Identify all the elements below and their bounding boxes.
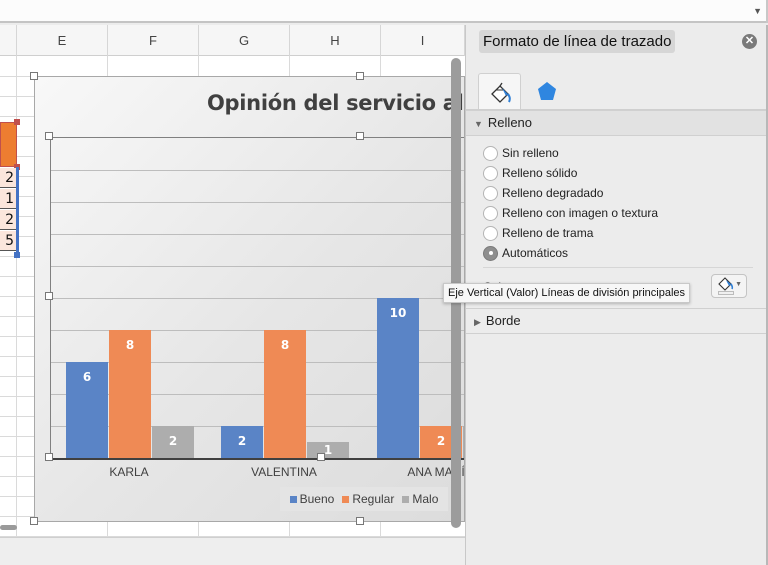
selection-handle[interactable]	[14, 119, 20, 125]
plot-resize-handle[interactable]	[45, 453, 53, 461]
collapsed-triangle-icon: ▶	[474, 316, 481, 327]
window-edge	[766, 25, 768, 565]
pane-title: Formato de línea de trazado	[479, 30, 676, 53]
header-cell-selected[interactable]	[0, 122, 17, 167]
chart[interactable]: Opinión del servicio al cli 6 8 2 2 8 1 …	[34, 76, 465, 522]
column-header-h[interactable]: H	[290, 25, 381, 56]
major-gridline[interactable]	[51, 362, 464, 363]
radio-relleno-solido[interactable]: Relleno sólido	[483, 163, 577, 183]
radio-icon[interactable]	[483, 205, 498, 221]
color-swatch	[718, 291, 734, 295]
radio-icon[interactable]	[483, 145, 498, 161]
plot-resize-handle[interactable]	[45, 132, 53, 140]
column-header-g[interactable]: G	[199, 25, 290, 56]
tab-fill-line[interactable]	[478, 73, 521, 110]
divider	[466, 109, 768, 110]
paint-bucket-icon	[491, 82, 511, 103]
bar-karla-regular[interactable]: 8	[109, 330, 151, 458]
major-gridline[interactable]	[51, 234, 464, 235]
chart-resize-handle[interactable]	[356, 517, 364, 525]
tab-effects[interactable]	[526, 73, 569, 110]
bar-karla-bueno[interactable]: 6	[66, 362, 108, 458]
category-label: VALENTINA	[251, 465, 317, 479]
dropdown-arrow-icon[interactable]: ▼	[735, 281, 742, 288]
radio-relleno-imagen-textura[interactable]: Relleno con imagen o textura	[483, 203, 658, 223]
plot-resize-handle[interactable]	[356, 132, 364, 140]
radio-relleno-trama[interactable]: Relleno de trama	[483, 223, 593, 243]
status-strip	[0, 537, 465, 565]
close-icon[interactable]: ✕	[742, 34, 757, 49]
column-header-e[interactable]: E	[17, 25, 108, 56]
formula-bar[interactable]: ▼	[0, 0, 768, 23]
data-cell[interactable]: 2	[0, 168, 17, 188]
column-header-f[interactable]: F	[108, 25, 199, 56]
dropdown-arrow-icon[interactable]: ▼	[753, 6, 762, 16]
divider	[766, 0, 768, 23]
section-header-borde[interactable]: ▶ Borde	[466, 308, 768, 334]
legend-swatch-icon	[342, 496, 350, 504]
radio-sin-relleno[interactable]: Sin relleno	[483, 143, 559, 163]
radio-relleno-degradado[interactable]: Relleno degradado	[483, 183, 603, 203]
selection-handle[interactable]	[14, 252, 20, 258]
column-header-D[interactable]	[0, 25, 17, 56]
legend-swatch-icon	[402, 496, 410, 504]
legend-item-regular: Regular	[342, 492, 394, 506]
bar-karla-malo[interactable]: 2	[152, 426, 194, 458]
legend-item-malo: Malo	[402, 492, 438, 506]
horizontal-scrollbar[interactable]	[0, 525, 17, 530]
bar-anamaria-malo[interactable]	[463, 426, 464, 458]
horizontal-axis[interactable]	[51, 458, 464, 460]
paint-bucket-icon	[718, 277, 734, 291]
bar-valentina-regular[interactable]: 8	[264, 330, 306, 458]
selection-border	[16, 167, 19, 257]
major-gridline[interactable]	[51, 266, 464, 267]
category-label: KARLA	[109, 465, 149, 479]
radio-automaticos[interactable]: Automáticos	[483, 243, 568, 263]
radio-icon[interactable]	[483, 185, 498, 201]
fill-color-button[interactable]: ▼	[711, 274, 747, 298]
major-gridline[interactable]	[51, 394, 464, 395]
bar-valentina-bueno[interactable]: 2	[221, 426, 263, 458]
radio-checked-icon[interactable]	[483, 245, 498, 261]
major-gridline[interactable]	[51, 170, 464, 171]
legend-item-bueno: Bueno	[289, 492, 334, 506]
column-headers: E F G H I	[0, 25, 465, 56]
chart-resize-handle[interactable]	[30, 517, 38, 525]
tooltip: Eje Vertical (Valor) Líneas de división …	[443, 283, 691, 303]
chart-legend[interactable]: Bueno Regular Malo	[280, 487, 448, 511]
chart-resize-handle[interactable]	[30, 72, 38, 80]
major-gridline[interactable]	[51, 202, 464, 203]
bar-valentina-malo[interactable]: 1	[307, 442, 349, 458]
section-header-relleno[interactable]: ▼ Relleno	[466, 110, 768, 136]
chart-resize-handle[interactable]	[356, 72, 364, 80]
data-cell[interactable]: 2	[0, 210, 17, 230]
expanded-triangle-icon: ▼	[474, 118, 483, 129]
legend-swatch-icon	[289, 496, 297, 504]
gridline	[0, 536, 465, 537]
major-gridline[interactable]	[51, 330, 464, 331]
major-gridline[interactable]	[51, 298, 464, 299]
gridline	[16, 56, 17, 540]
divider	[483, 267, 753, 268]
radio-icon[interactable]	[483, 165, 498, 181]
category-label: ANA MARÍA	[407, 465, 465, 479]
plot-resize-handle[interactable]	[317, 453, 325, 461]
column-header-i[interactable]: I	[381, 25, 465, 56]
radio-icon[interactable]	[483, 225, 498, 241]
chart-title[interactable]: Opinión del servicio al cli	[207, 91, 464, 115]
data-cell[interactable]: 1	[0, 189, 17, 209]
data-cell[interactable]: 5	[0, 231, 17, 251]
pentagon-icon	[538, 82, 556, 100]
plot-area[interactable]: 6 8 2 2 8 1 10 2	[50, 137, 464, 460]
bar-anamaria-bueno[interactable]: 10	[377, 298, 419, 458]
plot-resize-handle[interactable]	[45, 292, 53, 300]
